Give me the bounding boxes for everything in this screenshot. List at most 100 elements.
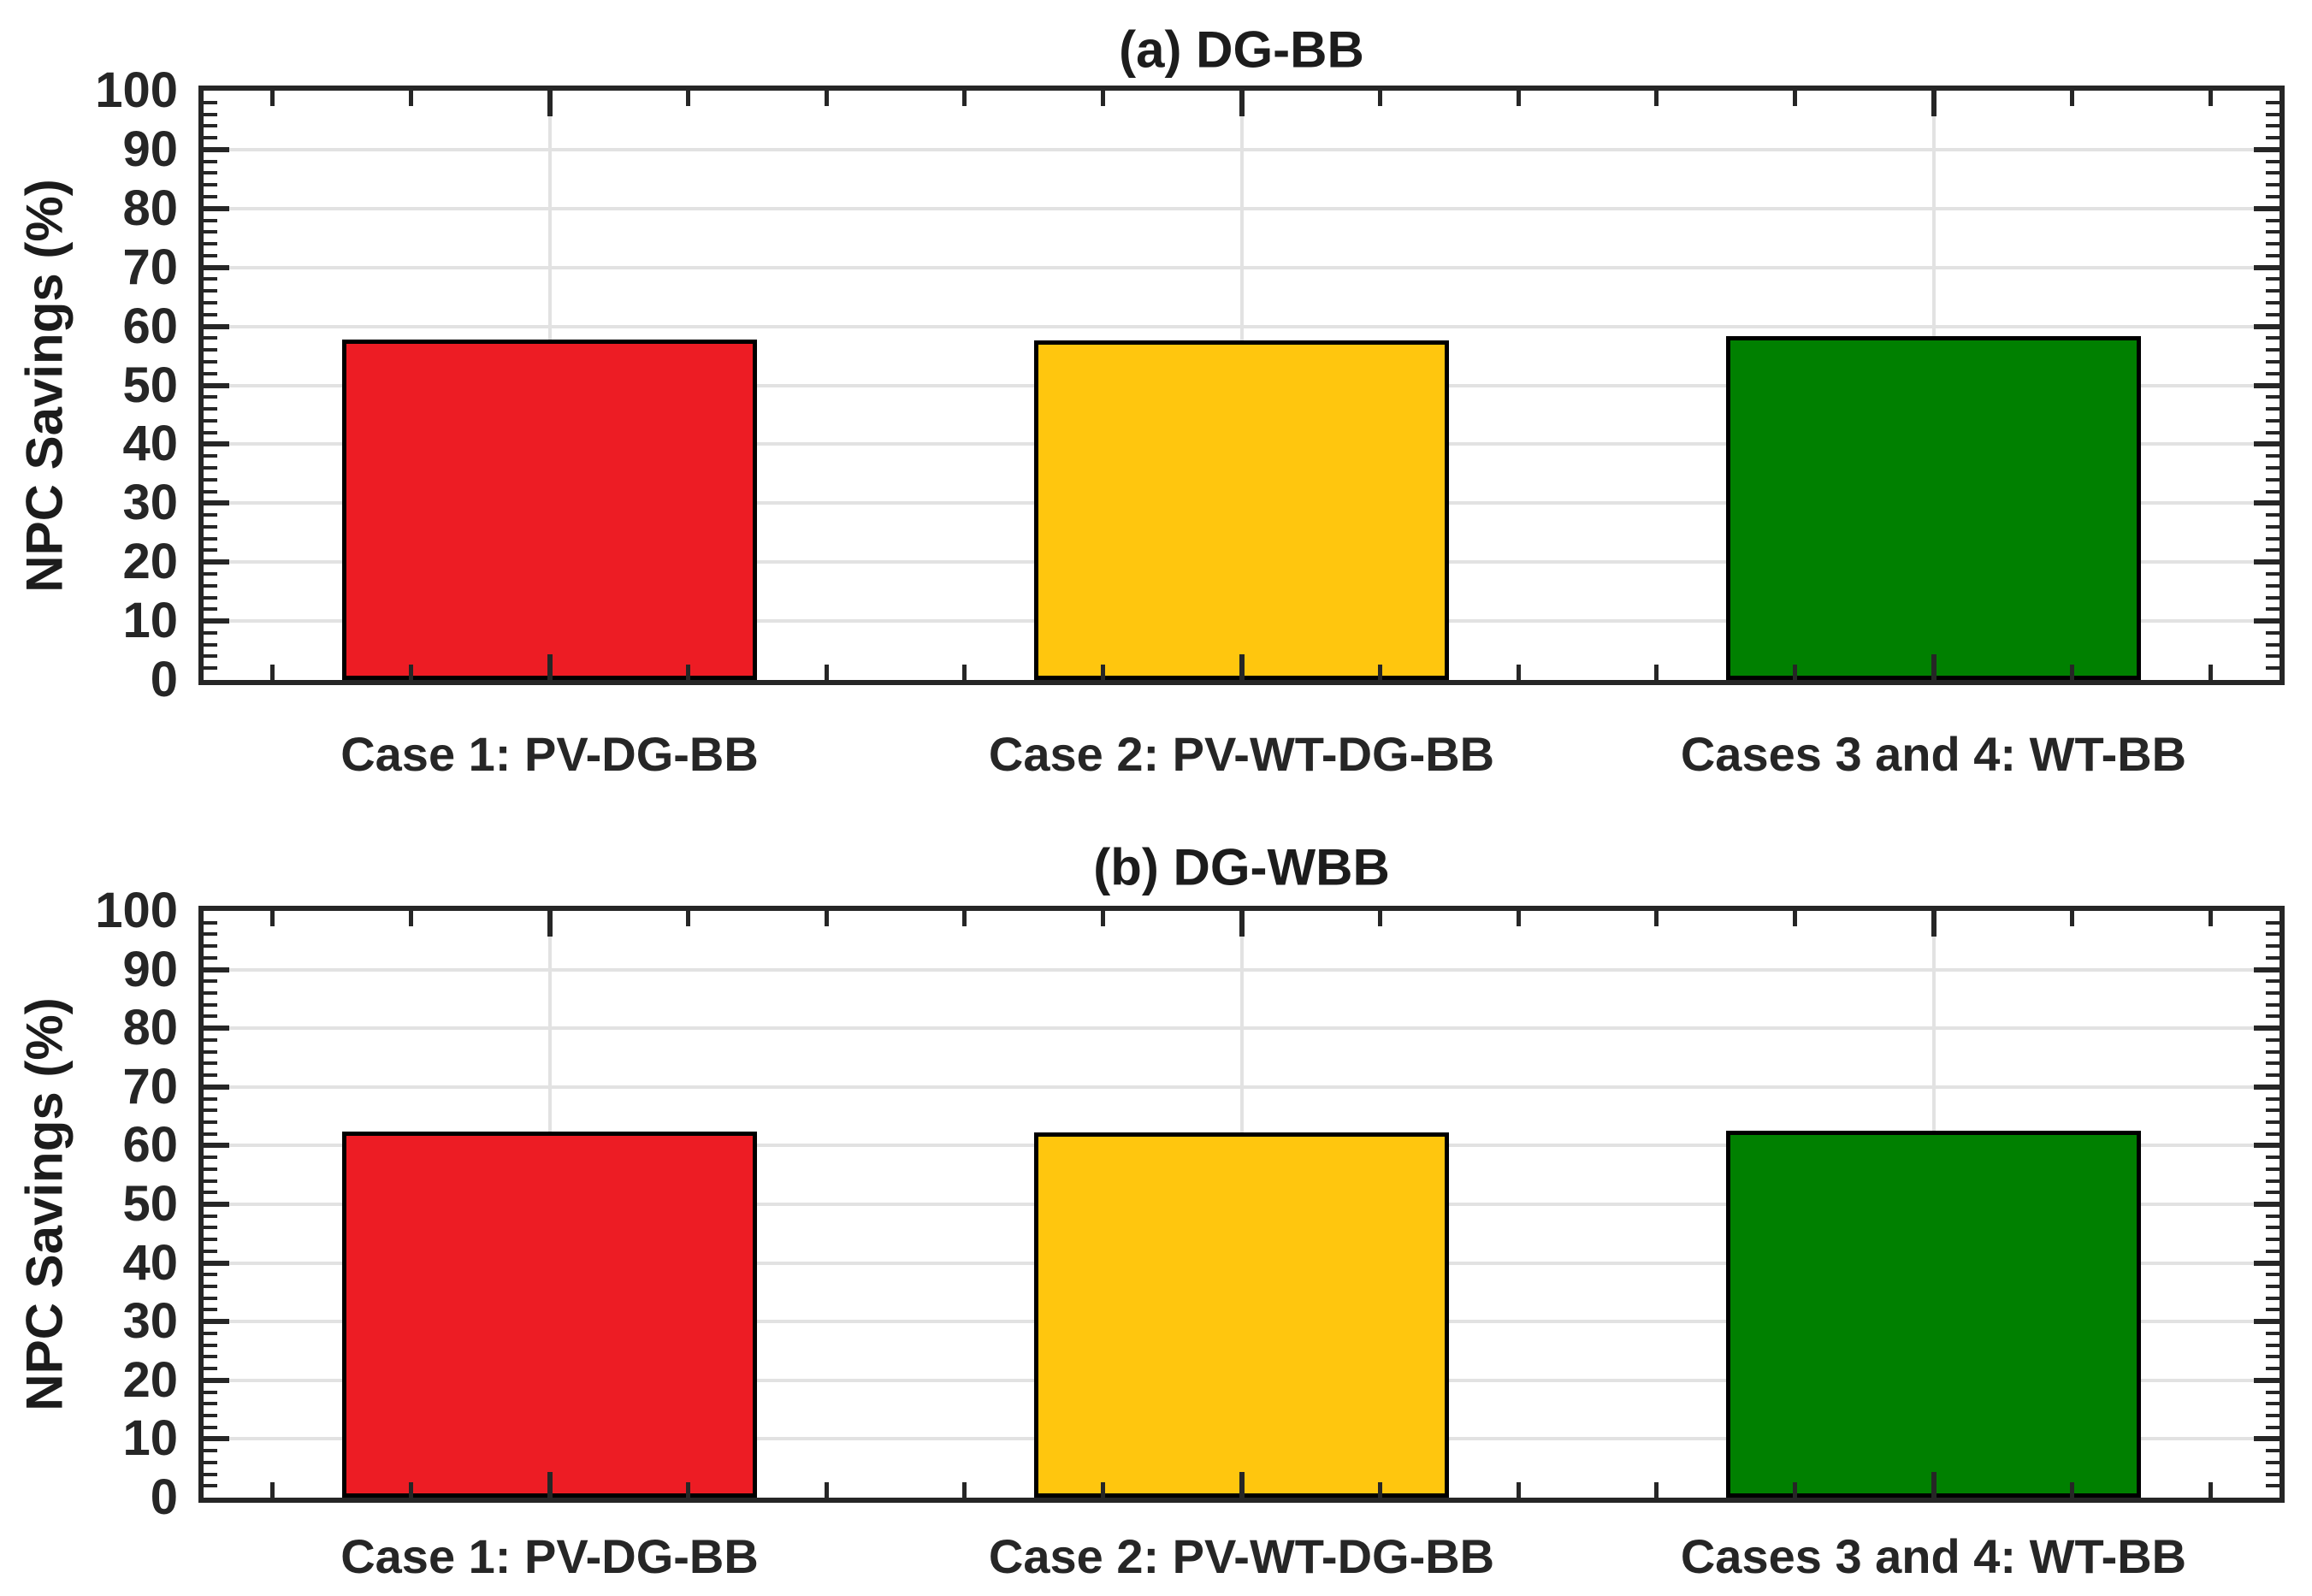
x-tick [1239,91,1245,116]
x-tick [409,91,414,106]
y-tick [204,159,217,163]
x-tick [1377,911,1382,926]
y-tick [2266,1367,2279,1371]
y-tick [204,1436,229,1442]
y-tick [2266,159,2279,163]
y-tick [204,500,229,506]
bar-3 [1725,1130,2142,1498]
x-tick [1377,665,1382,680]
y-tick [2266,1108,2279,1113]
subplot-a-title: (a) DG-BB [1119,21,1364,79]
x-tick [824,91,829,106]
y-tick [204,1084,229,1090]
y-tick [2266,1484,2279,1488]
y-tick [2266,920,2279,925]
y-tick [204,477,217,482]
y-tick [2266,1472,2279,1476]
y-tick [204,1449,217,1453]
x-tick [962,665,967,680]
y-tick [204,1002,217,1007]
y-tick [2266,513,2279,517]
x-tick [1101,91,1106,106]
x-tick [1654,665,1659,680]
y-tick [2266,183,2279,187]
x-tick [962,91,967,106]
y-tick [2266,1179,2279,1183]
y-tick [204,1402,217,1406]
bar-2 [1033,340,1450,680]
y-tick [2266,1037,2279,1042]
y-tick [2254,1260,2279,1266]
y-tick [2266,932,2279,937]
y-tick [2266,979,2279,984]
y-tick [2266,583,2279,588]
x-tick [1654,911,1659,926]
x-tick [409,665,414,680]
y-tick [2266,630,2279,635]
y-tick [204,1296,217,1300]
y-tick [2266,418,2279,423]
y-tick [204,630,217,635]
y-tick [2266,1191,2279,1195]
y-tick [204,112,217,116]
y-tick [2266,991,2279,996]
y-tick [204,183,217,187]
y-tick [204,382,229,388]
y-tick [2266,548,2279,553]
y-tick [204,979,217,984]
subplot-b-plot-area [198,906,2285,1503]
y-tick [2266,1014,2279,1019]
y-tick [2266,595,2279,600]
y-tick [2266,348,2279,352]
y-tick [2254,264,2279,270]
y-tick [204,1097,217,1101]
y-tick [204,1343,217,1347]
x-tick [1101,665,1106,680]
y-tick [204,571,217,576]
y-tick [204,277,217,281]
x-tick [270,1482,275,1498]
x-tick [1516,1482,1521,1498]
y-tick [204,100,217,104]
y-tick [2266,277,2279,281]
y-tick [2266,1249,2279,1253]
y-tick [2266,1296,2279,1300]
y-tick [2266,100,2279,104]
bar-1 [341,1131,758,1498]
y-tick [2266,1308,2279,1312]
x-tick [270,911,275,926]
y-tick [2266,395,2279,399]
y-tick [204,1367,217,1371]
y-tick [2266,1120,2279,1124]
y-tick [204,323,229,329]
y-tick [204,454,217,458]
y-tick [2254,559,2279,565]
y-tick [2266,666,2279,671]
y-tick [204,1120,217,1124]
x-tick [547,911,553,937]
y-tick-label: 0 [150,652,178,707]
y-tick [204,218,217,222]
y-tick [2254,1377,2279,1383]
y-tick-label: 40 [122,416,178,472]
y-tick [2266,218,2279,222]
y-tick-label: 80 [122,180,178,236]
y-tick [2266,230,2279,234]
y-tick [2266,1413,2279,1417]
y-tick [2266,359,2279,364]
x-tick [824,911,829,926]
y-tick [2266,1331,2279,1335]
y-tick-label: 20 [122,1351,178,1408]
y-tick [2266,124,2279,128]
y-tick [2266,524,2279,529]
x-tick [2208,91,2213,106]
y-tick [2266,454,2279,458]
x-tick [1931,91,1937,116]
y-tick-label: 0 [150,1469,178,1525]
y-tick [204,1390,217,1394]
y-tick-label: 60 [122,1117,178,1173]
y-tick [204,336,217,340]
x-tick [547,654,553,680]
x-tick [685,91,690,106]
